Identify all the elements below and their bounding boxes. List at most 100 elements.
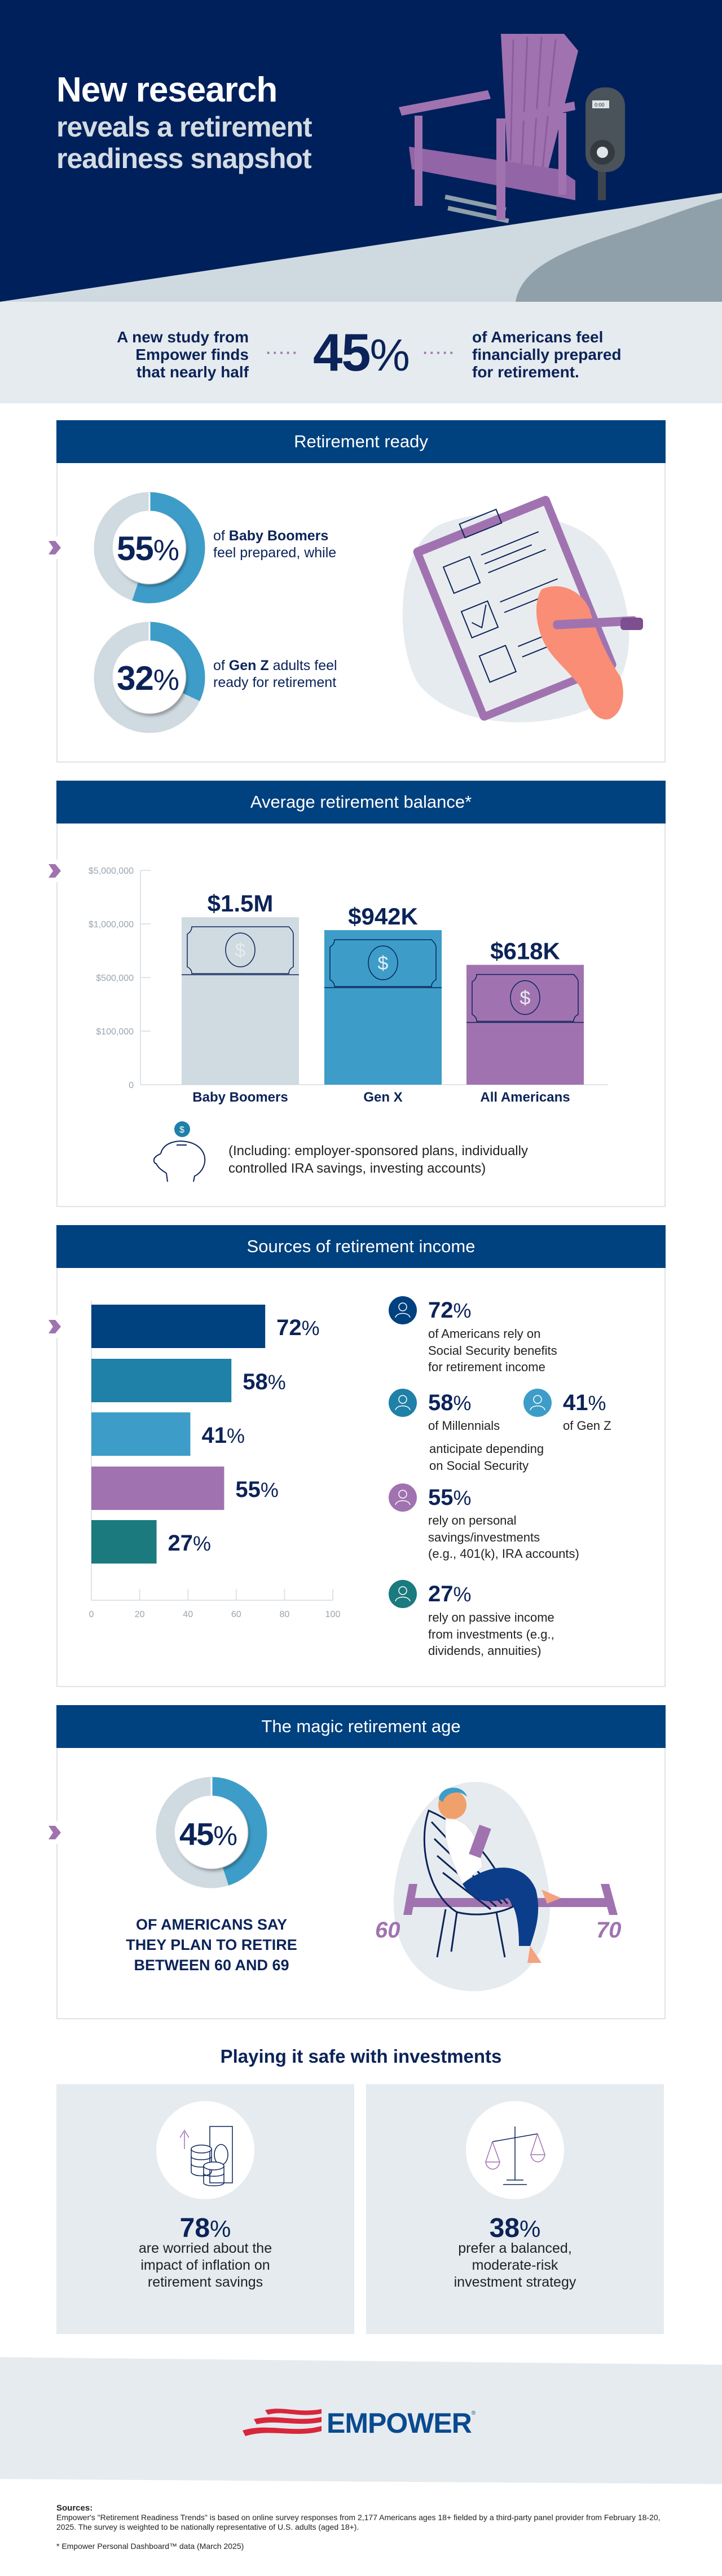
person-icon <box>523 1389 552 1417</box>
magic-age-caption: OF AMERICANS SAY THEY PLAN TO RETIRE BET… <box>99 1914 324 1975</box>
baby-boomers-text: of Baby Boomers feel prepared, while <box>213 527 336 561</box>
donut-chart-baby-boomers <box>94 492 205 604</box>
stat-unit: % <box>453 1486 472 1509</box>
bar <box>91 1467 224 1510</box>
note-line: from investments (e.g., <box>428 1627 554 1641</box>
section-title: Average retirement balance* <box>56 781 666 824</box>
person-head <box>533 1395 542 1404</box>
stat-unit: % <box>453 1392 472 1415</box>
bar-value-label: $942K <box>348 903 418 930</box>
x-tick-label: 0 <box>89 1610 94 1619</box>
note-line: rely on passive income <box>428 1610 554 1624</box>
y-tick-label: $100,000 <box>96 1027 134 1037</box>
adirondack-chair-icon <box>399 34 578 220</box>
person-icon-bg <box>389 1483 417 1512</box>
bar <box>466 965 584 1085</box>
intro-line: of Americans feel <box>472 328 604 346</box>
unit: % <box>268 1371 286 1394</box>
caption-line: OF AMERICANS SAY <box>135 1916 288 1933</box>
text-line: ready for retirement <box>213 675 337 690</box>
stat-value: 55 <box>428 1485 454 1510</box>
value: 58 <box>243 1370 268 1394</box>
donut-center <box>113 512 186 584</box>
hero-subtitle-line1: reveals a retirement <box>56 111 312 143</box>
person-icon <box>389 1296 417 1324</box>
stat-unit: % <box>153 664 179 697</box>
note-text: anticipate depending on Social Security <box>429 1441 544 1474</box>
note-line: rely on personal <box>428 1513 517 1527</box>
bar-value-label: $1.5M <box>208 890 274 917</box>
dollar-sign: $ <box>378 953 389 974</box>
intro-line: for retirement. <box>472 363 579 381</box>
x-tick-label: 40 <box>183 1610 193 1619</box>
donut-center <box>113 641 186 714</box>
registered-mark: ® <box>471 2410 476 2416</box>
stat-unit: % <box>210 2216 231 2242</box>
intro-line: that nearly half <box>136 363 249 381</box>
text-part: of <box>213 528 229 544</box>
stat-value: 27 <box>428 1582 454 1606</box>
note-stat: 72% <box>428 1299 472 1322</box>
card-stat: 78% <box>56 2213 354 2244</box>
piggy-bank-icon: $ <box>153 1121 206 1182</box>
clipboard-hand-illustration <box>402 496 643 723</box>
text-line: feel prepared, while <box>213 545 337 561</box>
inflation-coins-icon <box>179 2126 233 2186</box>
card-line: investment strategy <box>454 2274 576 2290</box>
category-label: All Americans <box>480 1090 570 1105</box>
person-icon-bg <box>523 1389 552 1417</box>
person-icon-bg <box>389 1296 417 1324</box>
caption-line: THEY PLAN TO RETIRE <box>126 1936 297 1953</box>
baby-boomers-stat: 55% <box>117 532 179 567</box>
icon-circle <box>466 2101 564 2199</box>
person-body <box>395 1500 411 1505</box>
card-line: impact of inflation on <box>140 2257 270 2273</box>
note-line: savings/investments <box>428 1530 540 1544</box>
caption-line: BETWEEN 60 AND 69 <box>134 1957 289 1974</box>
card-stat: 38% <box>366 2213 664 2244</box>
card-line: moderate-risk <box>472 2257 558 2273</box>
bar <box>91 1359 232 1402</box>
person-body <box>395 1405 411 1411</box>
stat-unit: % <box>153 534 179 567</box>
person-head <box>398 1586 407 1595</box>
stat-value: 55 <box>117 530 154 567</box>
intro-right-text: of Americans feel financially prepared f… <box>472 328 622 381</box>
investments-title: Playing it safe with investments <box>220 2046 502 2067</box>
note-text: rely on passive income from investments … <box>428 1609 554 1659</box>
note-text: of Americans rely on Social Security ben… <box>428 1326 557 1376</box>
empower-logo[interactable]: EMPOWER ® <box>243 2406 476 2441</box>
note-stat: 27% <box>428 1583 472 1606</box>
person-icon <box>389 1389 417 1417</box>
note-stat: 58% <box>428 1392 472 1415</box>
bar <box>91 1305 266 1348</box>
stat-value: 78 <box>179 2213 210 2243</box>
card-line: retirement savings <box>147 2274 263 2290</box>
text-bold: Gen Z <box>228 658 269 673</box>
dollar-bill-icon: $ <box>329 939 437 987</box>
y-tick-label: $1,000,000 <box>89 920 134 930</box>
sources-label: Sources: <box>56 2503 93 2513</box>
note-stat: 55% <box>428 1486 472 1509</box>
svg-text:$: $ <box>179 1125 184 1135</box>
person-head <box>398 1302 407 1311</box>
text-bold: Baby Boomers <box>228 528 329 544</box>
balance-scale-icon <box>485 2126 545 2185</box>
footnote: * Empower Personal Dashboard™ data (Marc… <box>56 2542 244 2551</box>
gen-z-stat: 32% <box>117 662 179 697</box>
bar <box>91 1520 157 1564</box>
stat-unit: % <box>453 1583 472 1606</box>
magic-age-stat: 45% <box>179 1817 237 1853</box>
parking-meter-icon: 0:00 <box>585 87 625 200</box>
value: 72 <box>276 1315 302 1340</box>
stat-unit: % <box>453 1299 472 1322</box>
dollar-bill-icon: $ <box>187 926 294 974</box>
unit: % <box>302 1316 320 1340</box>
dotted-divider: ····· <box>423 344 456 361</box>
bar <box>324 930 442 1085</box>
person-body <box>530 1405 545 1411</box>
balance-note: (Including: employer-sponsored plans, in… <box>228 1142 528 1177</box>
note-line: for retirement income <box>428 1360 545 1374</box>
value: 55 <box>235 1477 261 1502</box>
